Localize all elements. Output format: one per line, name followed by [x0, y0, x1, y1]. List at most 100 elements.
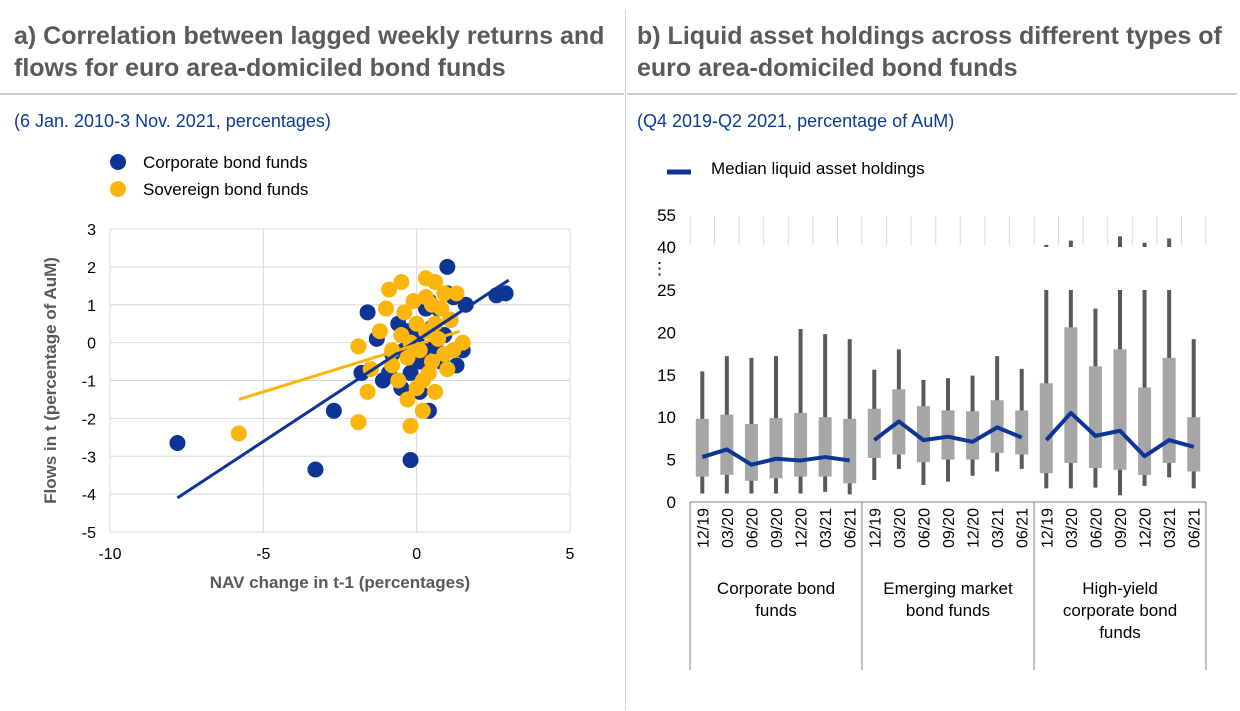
panel-a-title-rule — [0, 93, 624, 95]
iqr-bar — [695, 418, 709, 477]
iqr-bar — [1088, 366, 1102, 469]
point-sovereign — [399, 391, 416, 408]
x-tick-label: 09/20 — [941, 508, 958, 548]
y-tick-label: 10 — [657, 408, 676, 427]
legend-marker-sovereign — [110, 181, 126, 197]
x-tick-label: 0 — [412, 546, 421, 563]
group-label: corporate bond — [1063, 601, 1177, 620]
x-tick-label: 09/20 — [769, 508, 786, 548]
x-tick-label: 09/20 — [1113, 508, 1130, 548]
y-tick-label: -4 — [82, 487, 96, 504]
group-label: funds — [1099, 623, 1141, 642]
median-line — [1044, 410, 1195, 459]
y-tick-label: 0 — [667, 493, 676, 512]
point-sovereign — [417, 289, 434, 306]
point-sovereign — [414, 402, 431, 419]
legend-median-label: Median liquid asset holdings — [711, 159, 925, 178]
x-tick-label: 06/20 — [744, 508, 761, 548]
y-axis-label: Flows in t (percentage of AuM) — [41, 257, 60, 504]
point-sovereign — [402, 417, 419, 434]
group-label: Emerging market — [883, 579, 1013, 598]
point-sovereign — [420, 364, 437, 381]
y-tick-label: -1 — [82, 374, 96, 391]
iqr-bar — [744, 423, 758, 481]
x-tick-label: 06/21 — [843, 508, 860, 548]
iqr-bar — [1138, 387, 1152, 475]
y-tick-label: 0 — [87, 336, 96, 353]
iqr-bar — [843, 418, 857, 484]
y-tick-label: 2 — [87, 260, 96, 277]
panel-a-subtitle: (6 Jan. 2010-3 Nov. 2021, percentages) — [14, 111, 331, 131]
x-tick-label: 06/21 — [1015, 508, 1032, 548]
iqr-bar — [818, 417, 832, 477]
point-sovereign — [371, 323, 388, 340]
legend-marker-corporate — [110, 154, 126, 170]
point-sovereign — [396, 304, 413, 321]
iqr-bar — [1113, 349, 1127, 470]
group-label: bond funds — [906, 601, 990, 620]
legend-label-corporate: Corporate bond funds — [143, 153, 307, 172]
legend-label-sovereign: Sovereign bond funds — [143, 180, 308, 199]
point-corporate — [307, 461, 324, 478]
point-sovereign — [350, 338, 367, 355]
point-corporate — [169, 434, 186, 451]
point-sovereign — [408, 380, 425, 397]
iqr-bar — [1039, 383, 1053, 474]
point-corporate — [325, 402, 342, 419]
trendline-corporate — [176, 278, 510, 500]
iqr-bar — [1187, 417, 1201, 472]
y-tick-label: 20 — [657, 323, 676, 342]
point-sovereign — [230, 425, 247, 442]
group-label: funds — [755, 601, 797, 620]
point-corporate — [402, 364, 419, 381]
point-sovereign — [436, 285, 453, 302]
point-corporate — [497, 285, 514, 302]
trendline-sovereign — [238, 329, 461, 401]
x-tick-label: 03/21 — [990, 508, 1007, 548]
panel-b-subtitle: (Q4 2019-Q2 2021, percentage of AuM) — [637, 111, 955, 131]
point-sovereign — [378, 300, 394, 317]
y-tick-label: 3 — [87, 222, 96, 239]
y-tick-label: 55 — [657, 206, 676, 225]
median-line — [873, 419, 1023, 444]
point-sovereign — [390, 372, 407, 389]
iqr-bar — [867, 408, 881, 458]
iqr-bar — [1015, 410, 1029, 455]
point-corporate — [359, 304, 376, 321]
x-tick-label: 03/21 — [1162, 508, 1179, 548]
y-tick-label: 25 — [657, 281, 676, 300]
x-tick-label: 12/20 — [966, 508, 983, 548]
x-axis-label: NAV change in t-1 (percentages) — [210, 573, 470, 592]
y-tick-label: -2 — [82, 411, 96, 428]
point-corporate — [457, 296, 474, 313]
y-tick-label: -5 — [82, 525, 96, 542]
panel-a-title: a) Correlation between lagged weekly ret… — [14, 22, 605, 82]
x-tick-label: 03/20 — [1064, 508, 1081, 548]
y-tick-label: 15 — [657, 366, 676, 385]
point-sovereign — [393, 274, 410, 291]
iqr-bar — [916, 406, 930, 463]
y-tick-label: 1 — [87, 298, 96, 315]
iqr-bar — [769, 418, 783, 479]
x-tick-label: 03/20 — [720, 508, 737, 548]
group-label: High-yield — [1082, 579, 1158, 598]
point-corporate — [439, 258, 456, 275]
x-tick-label: 12/20 — [794, 508, 811, 548]
x-tick-label: 12/19 — [695, 508, 712, 548]
group-label: Corporate bond — [717, 579, 835, 598]
iqr-bar — [794, 412, 808, 477]
x-tick-label: 03/20 — [892, 508, 909, 548]
iqr-bar — [1064, 327, 1078, 463]
axis-break-symbol: ⋮ — [651, 259, 668, 278]
y-tick-label: -3 — [82, 449, 96, 466]
x-tick-label: 03/21 — [818, 508, 835, 548]
point-corporate — [402, 452, 419, 469]
point-sovereign — [427, 383, 444, 400]
iqr-bar — [720, 414, 734, 475]
y-tick-label: 5 — [667, 451, 676, 470]
iqr-bar — [1162, 357, 1176, 463]
point-sovereign — [439, 361, 456, 378]
point-sovereign — [433, 300, 450, 317]
